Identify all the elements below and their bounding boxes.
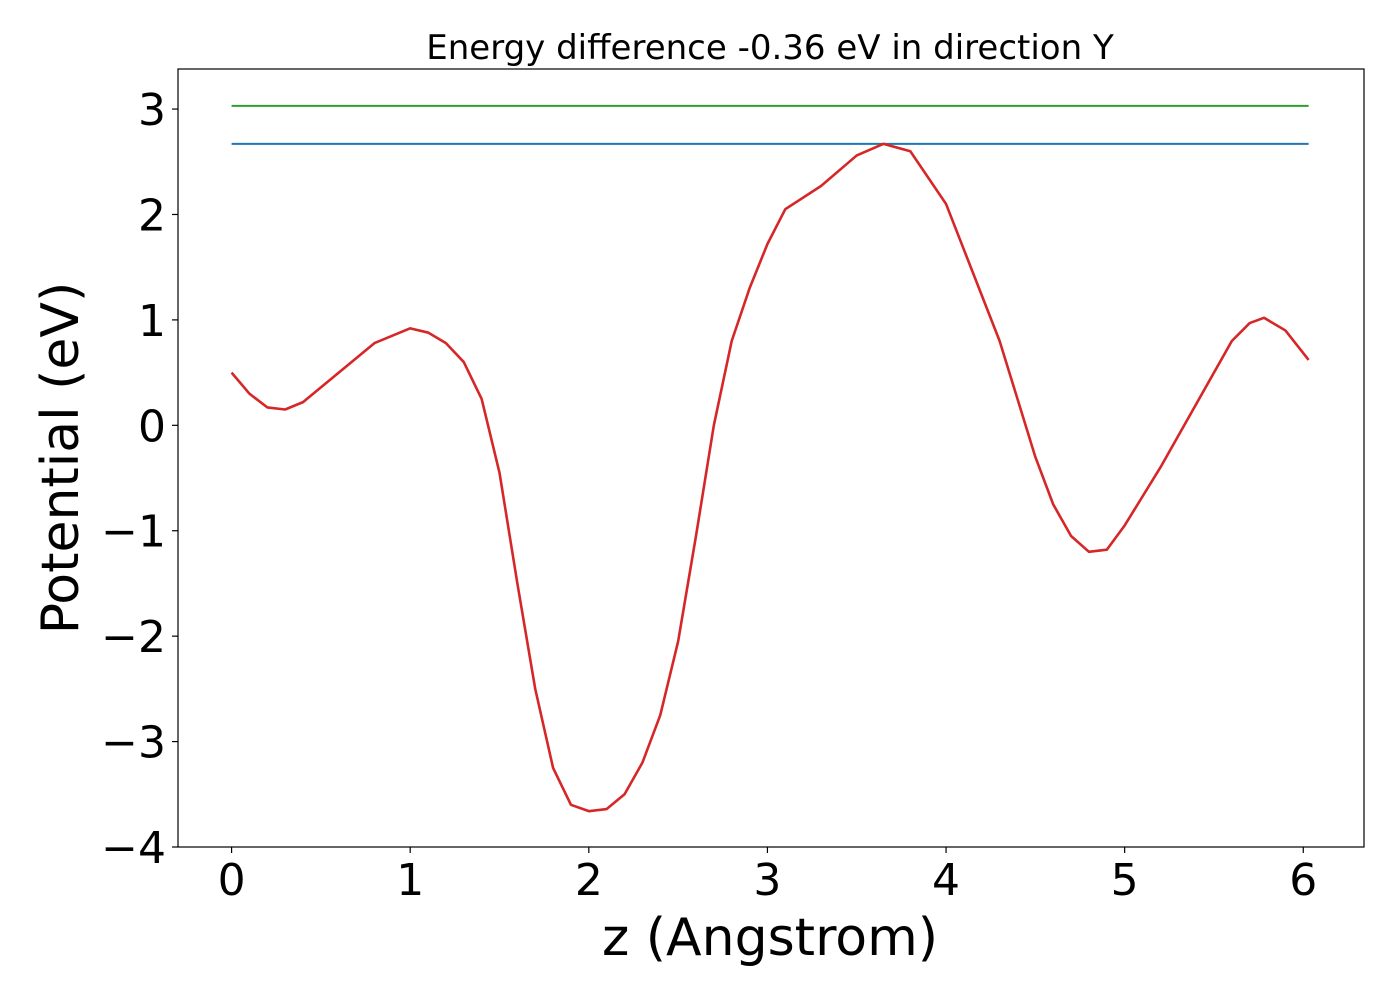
y-tick-label: −2: [101, 612, 166, 663]
plot-lines: [230, 104, 1310, 813]
x-tick-label: 3: [753, 855, 781, 906]
y-axis-label: Potential (eV): [31, 282, 91, 634]
x-tick-label: 1: [396, 855, 424, 906]
x-tick-label: 4: [932, 855, 960, 906]
x-tick-label: 2: [575, 855, 603, 906]
y-tick-label: 1: [138, 296, 166, 347]
x-axis-ticks: 0 1 2 3 4 5 6: [218, 847, 1317, 906]
y-tick-label: 0: [138, 401, 166, 452]
y-tick-label: −3: [101, 718, 166, 769]
plot-frame: [177, 68, 1365, 848]
x-tick-label: 6: [1289, 855, 1317, 906]
y-tick-label: −1: [101, 507, 166, 558]
y-axis-ticks: −4 −3 −2 −1 0 1 2 3: [101, 85, 178, 874]
y-tick-label: 2: [138, 190, 166, 241]
y-tick-label: 3: [138, 85, 166, 136]
series-line-2: [230, 142, 1310, 813]
x-tick-label: 5: [1111, 855, 1139, 906]
chart-title: Energy difference -0.36 eV in direction …: [426, 28, 1114, 68]
x-tick-label: 0: [218, 855, 246, 906]
y-tick-label: −4: [101, 823, 166, 874]
x-axis-label: z (Angstrom): [602, 908, 938, 968]
